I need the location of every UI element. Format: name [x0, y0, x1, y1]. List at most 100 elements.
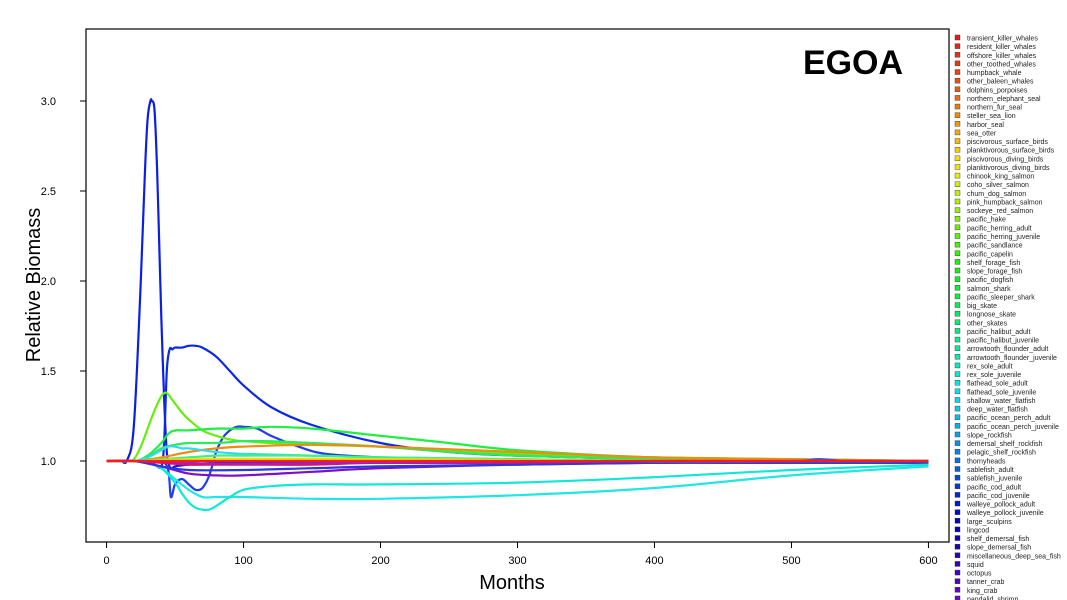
- legend-label: northern_fur_seal: [967, 105, 1022, 112]
- legend-swatch: [954, 466, 961, 472]
- legend-label: pacific_cod_juvenile: [967, 493, 1030, 500]
- legend-swatch: [954, 198, 961, 205]
- legend-swatch: [954, 60, 961, 67]
- legend-label: pacific_sleeper_shark: [967, 294, 1035, 301]
- legend-label: offshore_killer_whales: [967, 53, 1037, 60]
- legend-swatch: [954, 345, 961, 351]
- legend-label: other_toothed_whales: [967, 61, 1036, 68]
- legend-swatch: [954, 474, 961, 481]
- legend-swatch: [954, 250, 961, 256]
- legend-label: longnose_skate: [967, 312, 1016, 319]
- legend-swatch: [954, 112, 961, 118]
- legend-label: chinook_king_salmon: [967, 174, 1034, 181]
- legend-swatch: [954, 543, 961, 550]
- y-tick-label: 3.0: [41, 96, 56, 108]
- legend-swatch: [954, 155, 961, 162]
- legend-swatch: [954, 414, 961, 420]
- legend-swatch: [954, 431, 961, 438]
- x-axis: 0 100 200 300 400 500 600: [103, 542, 938, 567]
- legend-label: rex_sole_juvenile: [967, 372, 1021, 379]
- legend-swatch: [954, 241, 961, 248]
- y-tick-label: 2.5: [41, 186, 56, 198]
- legend-swatch: [954, 500, 961, 507]
- legend-label: deep_water_flatfish: [967, 407, 1028, 414]
- legend-label: slope_demersal_fish: [967, 545, 1031, 552]
- legend-swatch: [954, 380, 961, 386]
- legend-label: harbor_seal: [967, 122, 1004, 129]
- y-tick-label: 1.5: [41, 366, 56, 378]
- legend-label: arrowtooth_flounder_juvenile: [967, 355, 1057, 362]
- legend-label: pacific_dogfish: [967, 277, 1013, 284]
- legend-swatch: [954, 224, 961, 231]
- legend-label: pacific_ocean_perch_adult: [967, 415, 1050, 422]
- y-axis-title: Relative Biomass: [23, 208, 45, 363]
- legend-label: sablefish_adult: [967, 467, 1014, 474]
- x-tick-label: 0: [103, 555, 109, 567]
- legend-swatch: [954, 587, 961, 593]
- legend-label: rex_sole_adult: [967, 363, 1013, 370]
- y-tick-label: 2.0: [41, 276, 56, 288]
- series-line-0: [106, 98, 929, 470]
- x-tick-label: 200: [371, 555, 389, 567]
- legend-swatch: [954, 440, 961, 446]
- legend-label: pacific_herring_juvenile: [967, 234, 1040, 241]
- legend-swatch: [954, 483, 961, 489]
- legend-swatch: [954, 328, 961, 334]
- legend-label: shallow_water_flatfish: [967, 398, 1036, 405]
- legend-label: coho_silver_salmon: [967, 182, 1029, 189]
- legend-label: pacific_cod_adult: [967, 484, 1021, 491]
- legend-swatch: [954, 371, 961, 377]
- legend: transient_killer_whalesresident_killer_w…: [954, 34, 1061, 600]
- legend-swatch: [954, 190, 961, 196]
- legend-swatch: [954, 103, 961, 110]
- legend-swatch: [954, 310, 961, 317]
- legend-swatch: [954, 569, 961, 576]
- legend-label: pacific_ocean_perch_juvenile: [967, 424, 1059, 431]
- legend-label: pacific_halibut_adult: [967, 329, 1030, 336]
- legend-swatch: [954, 86, 961, 92]
- legend-swatch: [954, 509, 961, 515]
- legend-swatch: [954, 388, 961, 395]
- legend-label: sockeye_red_salmon: [967, 208, 1033, 215]
- x-tick-label: 400: [645, 555, 663, 567]
- legend-label: walleye_pollock_adult: [966, 502, 1035, 509]
- legend-label: transient_killer_whales: [967, 36, 1038, 43]
- legend-swatch: [954, 449, 961, 455]
- legend-swatch: [954, 535, 961, 541]
- legend-label: pacific_capelin: [967, 251, 1013, 258]
- legend-label: squid: [967, 562, 984, 569]
- legend-swatch: [954, 216, 961, 222]
- legend-label: king_crab: [967, 588, 997, 595]
- x-tick-label: 300: [508, 555, 526, 567]
- legend-label: planktivorous_diving_birds: [967, 165, 1050, 172]
- legend-label: octopus: [967, 571, 992, 578]
- legend-label: pelagic_shelf_rockfish: [967, 450, 1036, 457]
- legend-swatch: [954, 146, 961, 153]
- legend-label: piscivorous_surface_birds: [967, 139, 1048, 146]
- legend-swatch: [954, 293, 961, 300]
- legend-label: pacific_sandlance: [967, 243, 1023, 250]
- legend-swatch: [954, 138, 961, 144]
- legend-label: dolphins_porpoises: [967, 87, 1028, 94]
- legend-label: northern_elephant_seal: [967, 96, 1041, 103]
- legend-swatch: [954, 121, 961, 127]
- x-tick-label: 500: [782, 555, 800, 567]
- legend-label: planktivorous_surface_birds: [967, 148, 1055, 155]
- legend-label: miscellaneous_deep_sea_fish: [967, 553, 1061, 560]
- legend-swatch: [954, 397, 961, 403]
- legend-label: shelf_demersal_fish: [967, 536, 1029, 543]
- legend-label: sea_otter: [967, 130, 997, 137]
- legend-swatch: [954, 526, 961, 533]
- legend-swatch: [954, 43, 961, 49]
- legend-swatch: [954, 595, 961, 600]
- legend-swatch: [954, 319, 961, 325]
- x-tick-label: 100: [234, 555, 252, 567]
- legend-label: other_skates: [967, 320, 1008, 327]
- legend-label: arrowtooth_flounder_adult: [967, 346, 1048, 353]
- legend-label: resident_killer_whales: [967, 44, 1036, 51]
- legend-swatch: [954, 578, 961, 584]
- y-tick-label: 1.0: [41, 456, 56, 468]
- legend-swatch: [954, 492, 961, 498]
- legend-swatch: [954, 354, 961, 360]
